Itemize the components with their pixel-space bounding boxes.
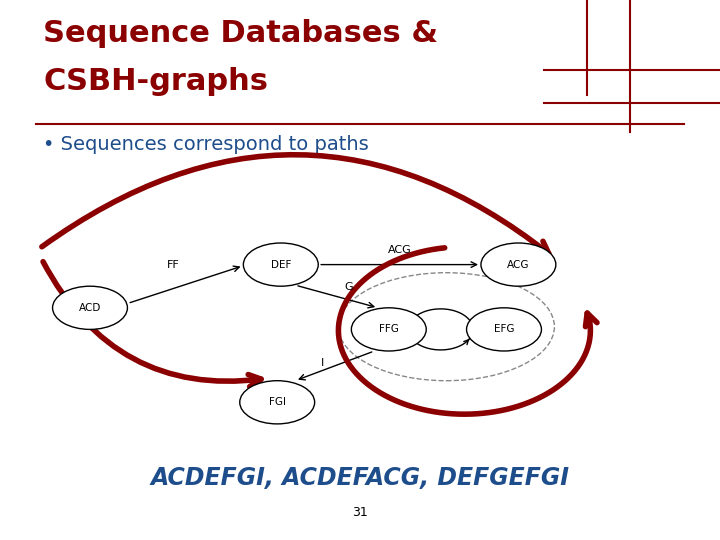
- Ellipse shape: [243, 243, 318, 286]
- Ellipse shape: [467, 308, 541, 351]
- Text: DEF: DEF: [271, 260, 291, 269]
- Text: FGI: FGI: [269, 397, 286, 407]
- Ellipse shape: [351, 308, 426, 351]
- Text: ACG: ACG: [388, 245, 411, 255]
- Text: Sequence Databases &: Sequence Databases &: [43, 19, 438, 48]
- Text: ACD: ACD: [78, 303, 102, 313]
- Text: G: G: [344, 281, 353, 292]
- Text: FF: FF: [166, 260, 179, 270]
- Text: 31: 31: [352, 507, 368, 519]
- Text: • Sequences correspond to paths: • Sequences correspond to paths: [43, 135, 369, 154]
- Text: FFG: FFG: [379, 325, 399, 334]
- Ellipse shape: [481, 243, 556, 286]
- Ellipse shape: [240, 381, 315, 424]
- Ellipse shape: [53, 286, 127, 329]
- Text: ACG: ACG: [507, 260, 530, 269]
- Text: I: I: [321, 358, 325, 368]
- Text: ACDEFGI, ACDEFACG, DEFGEFGI: ACDEFGI, ACDEFACG, DEFGEFGI: [150, 466, 570, 490]
- Text: EFG: EFG: [494, 325, 514, 334]
- Text: CSBH-graphs: CSBH-graphs: [43, 68, 268, 97]
